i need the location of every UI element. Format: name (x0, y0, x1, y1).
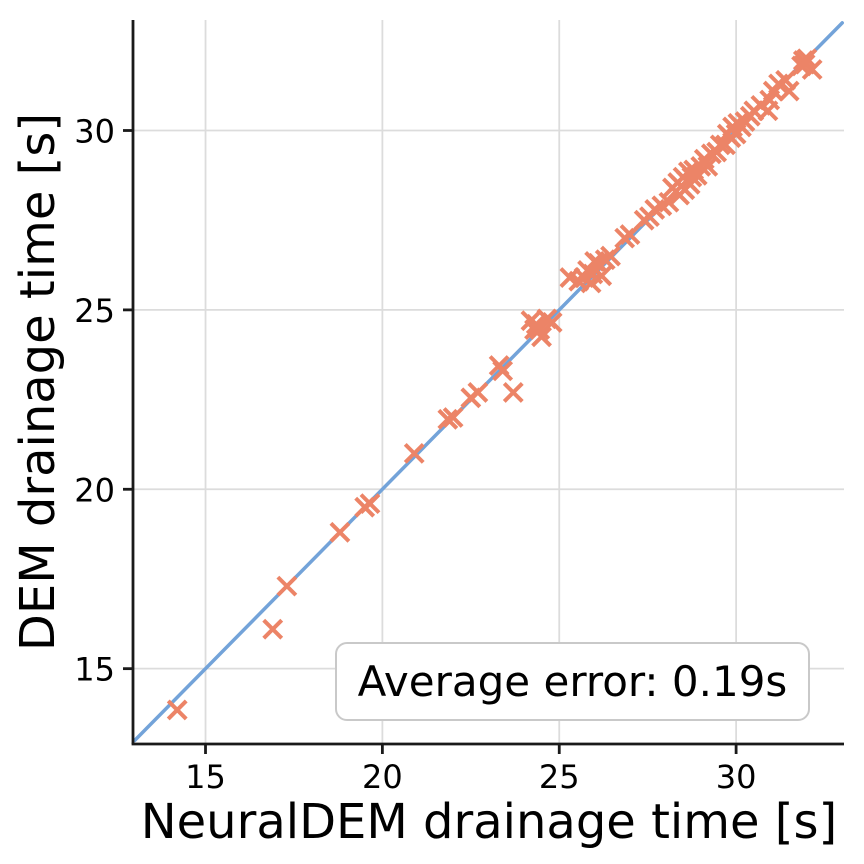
tick-marks (123, 129, 738, 754)
y-tick-label: 25 (74, 292, 115, 330)
y-tick-labels: 15 20 25 30 (74, 113, 115, 689)
data-point-marker (502, 381, 524, 403)
y-tick-label: 30 (74, 113, 115, 151)
y-axis-label: DEM drainage time [s] (10, 113, 66, 651)
data-point-marker (697, 155, 719, 177)
data-point-marker (801, 59, 823, 80)
data-point-marker (541, 312, 563, 333)
data-point-marker (467, 381, 489, 403)
x-tick-labels: 15 20 25 30 (185, 758, 756, 796)
annotation-text: Average error: 0.19s (357, 656, 788, 706)
data-point-marker (442, 407, 464, 428)
x-tick-label: 25 (539, 758, 580, 796)
average-error-annotation: Average error: 0.19s (335, 642, 810, 721)
y-tick-label: 15 (74, 651, 115, 689)
data-point-marker (796, 48, 818, 70)
x-axis-label: NeuralDEM drainage time [s] (141, 794, 838, 850)
data-point-marker (531, 326, 552, 348)
data-point-marker (276, 575, 298, 597)
data-point-marker (359, 493, 381, 515)
x-tick-label: 20 (362, 758, 403, 796)
data-point-marker (262, 618, 284, 640)
data-point-marker (329, 521, 351, 543)
data-point-marker (403, 442, 425, 464)
data-point-marker (778, 80, 800, 102)
data-point-marker (600, 245, 621, 267)
y-tick-label: 20 (74, 471, 115, 509)
x-tick-label: 15 (185, 758, 226, 796)
data-point-marker (529, 319, 551, 341)
data-point-marker (591, 265, 613, 287)
axes-spines (131, 20, 844, 746)
data-point-marker (492, 360, 514, 382)
data-point-marker (437, 408, 459, 430)
x-tick-label: 30 (716, 758, 757, 796)
scatter-points (166, 48, 823, 721)
data-point-marker (166, 699, 188, 721)
data-point-marker (709, 134, 731, 156)
